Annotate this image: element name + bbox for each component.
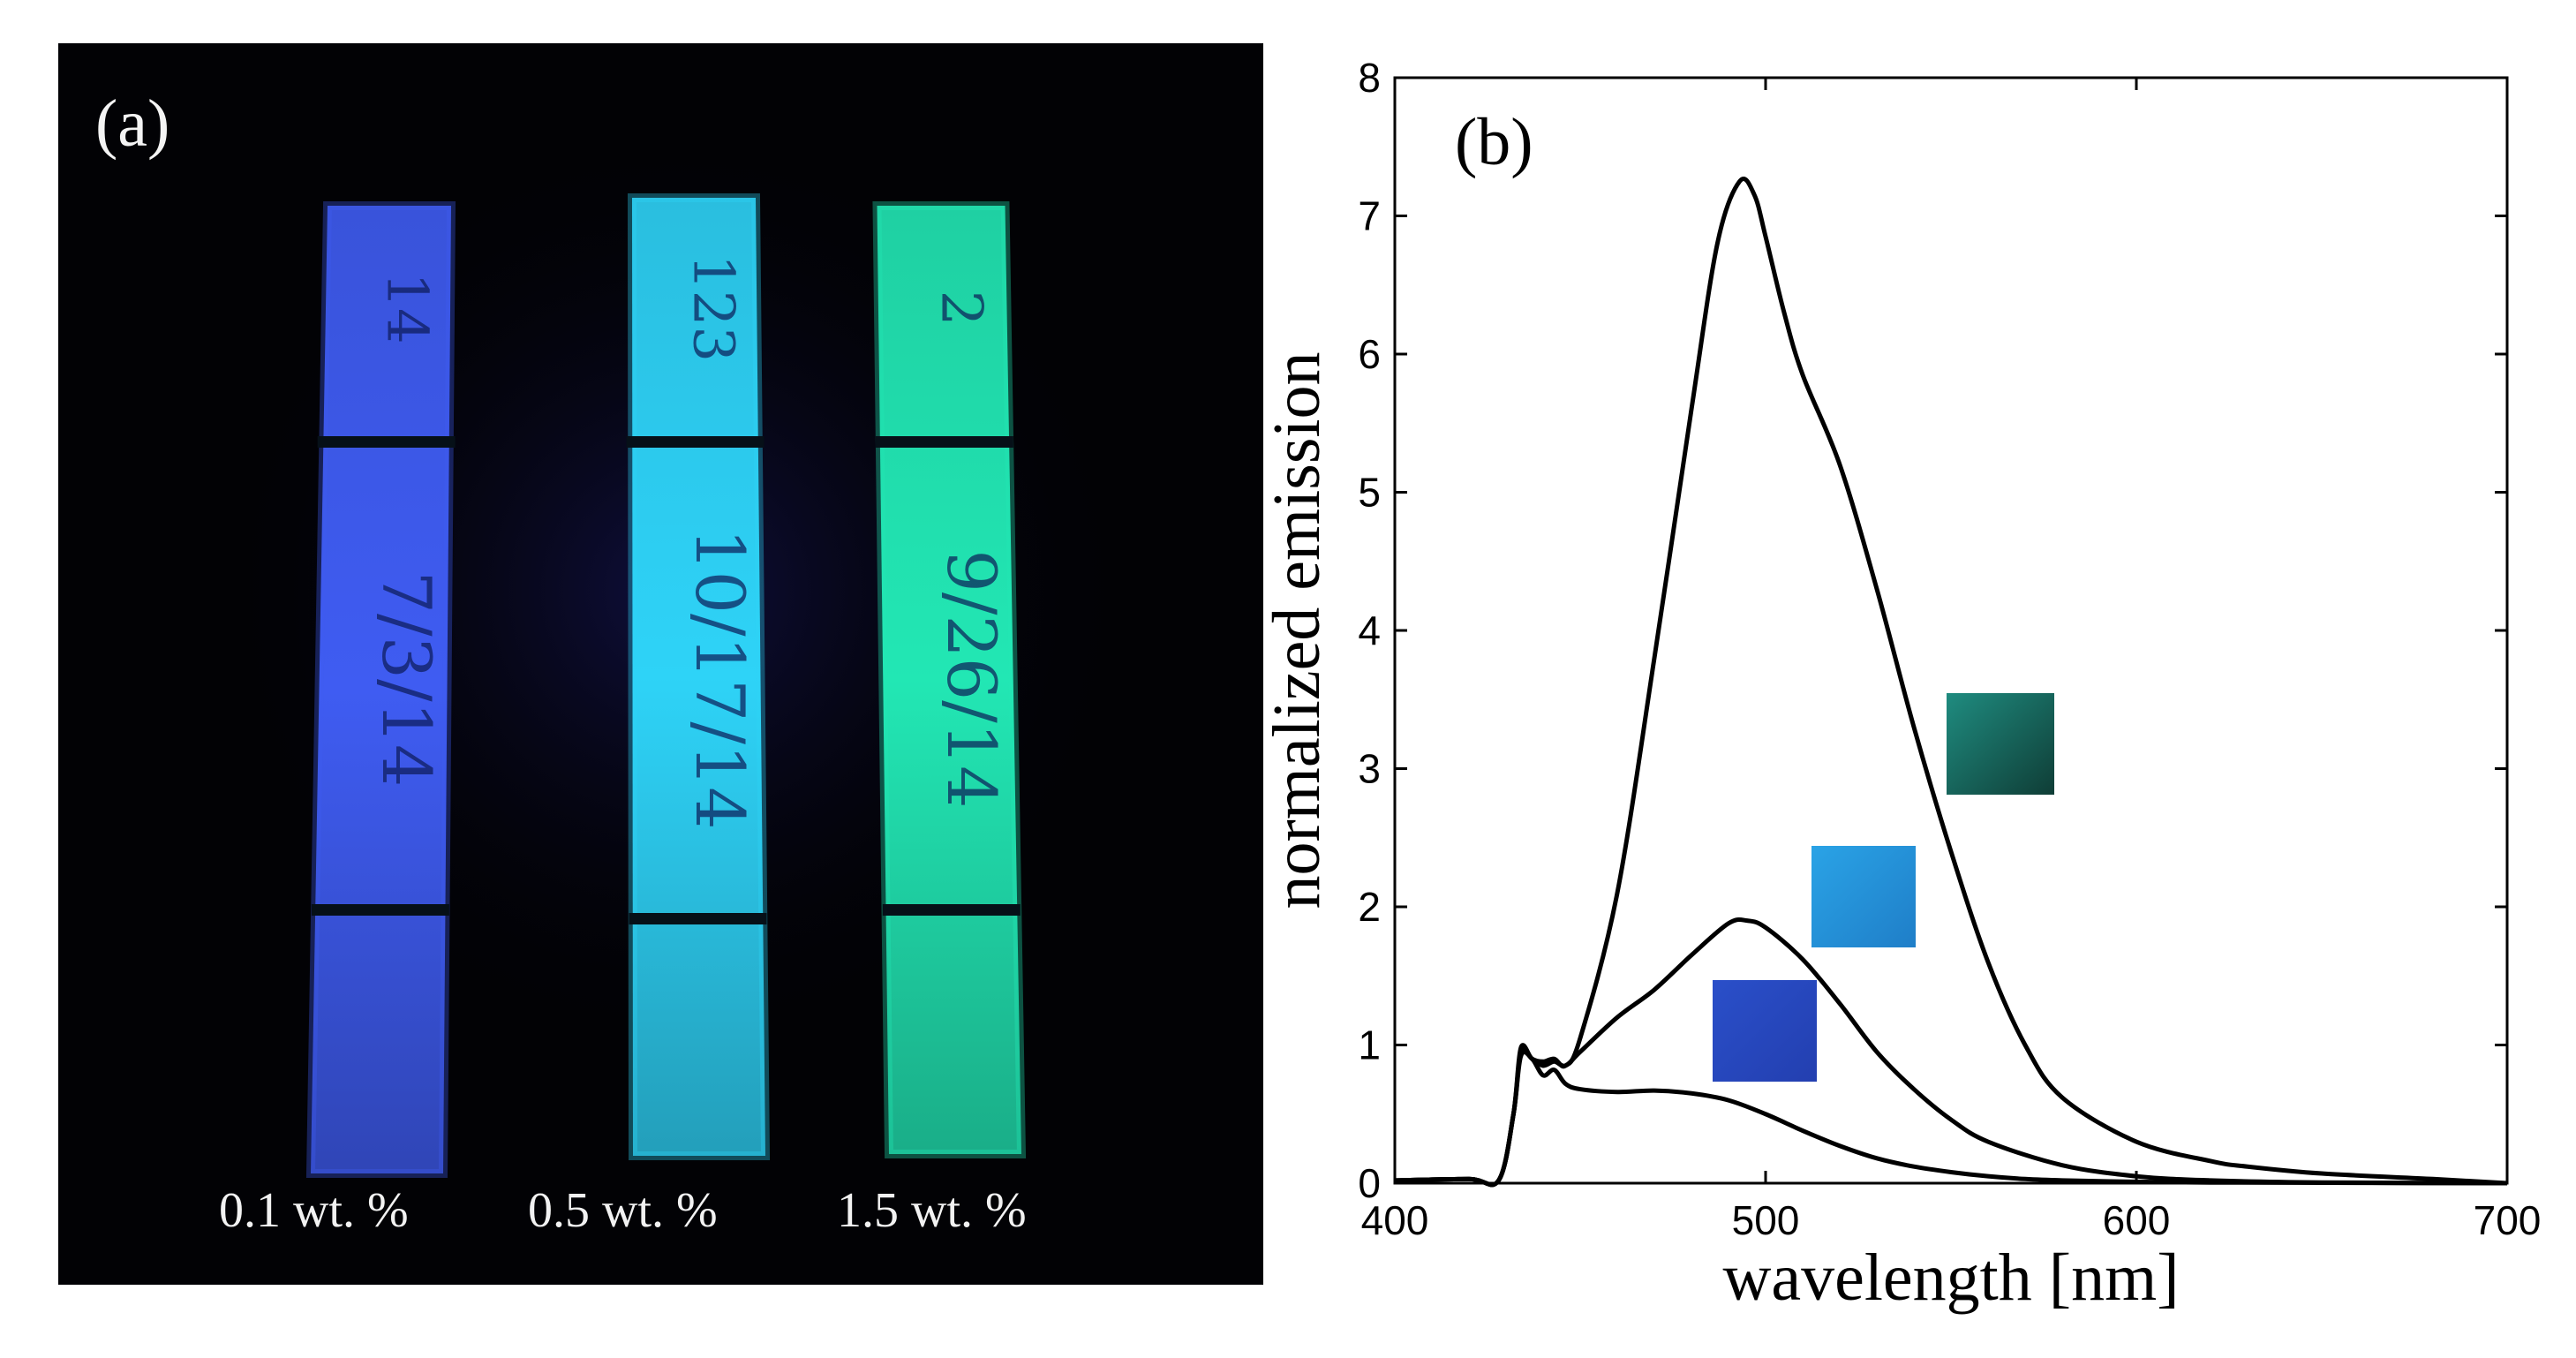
strip-divider (626, 436, 765, 448)
strip-handwriting: 2 (929, 290, 994, 327)
strip-handwriting: 14 (374, 272, 440, 343)
strip-divider (875, 436, 1013, 448)
y-tick-label: 2 (1358, 884, 1381, 930)
y-tick-label: 5 (1358, 470, 1381, 516)
color-swatch (1713, 980, 1817, 1082)
sample-strip: 14 7/3/14 (305, 201, 456, 1178)
y-tick-label: 3 (1358, 746, 1381, 792)
panel-a-label: (a) (95, 87, 170, 161)
strip-2-label: 0.5 wt. % (528, 1183, 718, 1238)
strip-handwriting: 10/17/14 (681, 528, 759, 829)
x-axis-label: wavelength [nm] (1722, 1241, 2179, 1315)
plot-frame (1393, 76, 2509, 1185)
sample-strip: 123 10/17/14 (626, 193, 771, 1160)
strip-divider (629, 913, 767, 924)
series-line (1394, 917, 2508, 1188)
strip-handwriting: 7/3/14 (367, 571, 446, 788)
x-tick-label: 700 (2474, 1197, 2542, 1243)
series-line (1394, 177, 2508, 1188)
y-tick-label: 1 (1358, 1022, 1381, 1068)
color-swatch (1811, 846, 1916, 947)
strip-divider (317, 436, 456, 448)
strip-handwriting: 9/26/14 (932, 550, 1011, 809)
color-swatch (1947, 693, 2054, 795)
panel-b-label: (b) (1455, 105, 1533, 179)
photo-panel: 14 7/3/14 123 10/17/14 2 9/26/14 (a) 0.1 wt. … (58, 43, 1263, 1285)
strip-divider (882, 904, 1021, 916)
strip-1-label: 0.1 wt. % (219, 1183, 409, 1238)
x-tick-label: 500 (1732, 1197, 1800, 1243)
sample-strips: 14 7/3/14 123 10/17/14 2 9/26/14 (305, 193, 1027, 1178)
sample-strip: 2 9/26/14 (872, 201, 1027, 1158)
y-tick-label: 0 (1358, 1160, 1381, 1206)
strip-divider (311, 904, 449, 916)
x-tick-label: 600 (2103, 1197, 2171, 1243)
y-tick-label: 7 (1358, 193, 1381, 239)
y-axis-label: normalized emission (1260, 351, 1334, 909)
y-tick-label: 4 (1358, 607, 1381, 653)
photo-image: 14 7/3/14 123 10/17/14 2 9/26/14 (217, 132, 1135, 1178)
y-tick-label: 8 (1358, 55, 1381, 101)
y-tick-label: 6 (1358, 331, 1381, 377)
strip-handwriting: 123 (681, 254, 746, 362)
x-tick-label: 400 (1361, 1197, 1429, 1243)
strip-3-label: 1.5 wt. % (837, 1183, 1027, 1238)
